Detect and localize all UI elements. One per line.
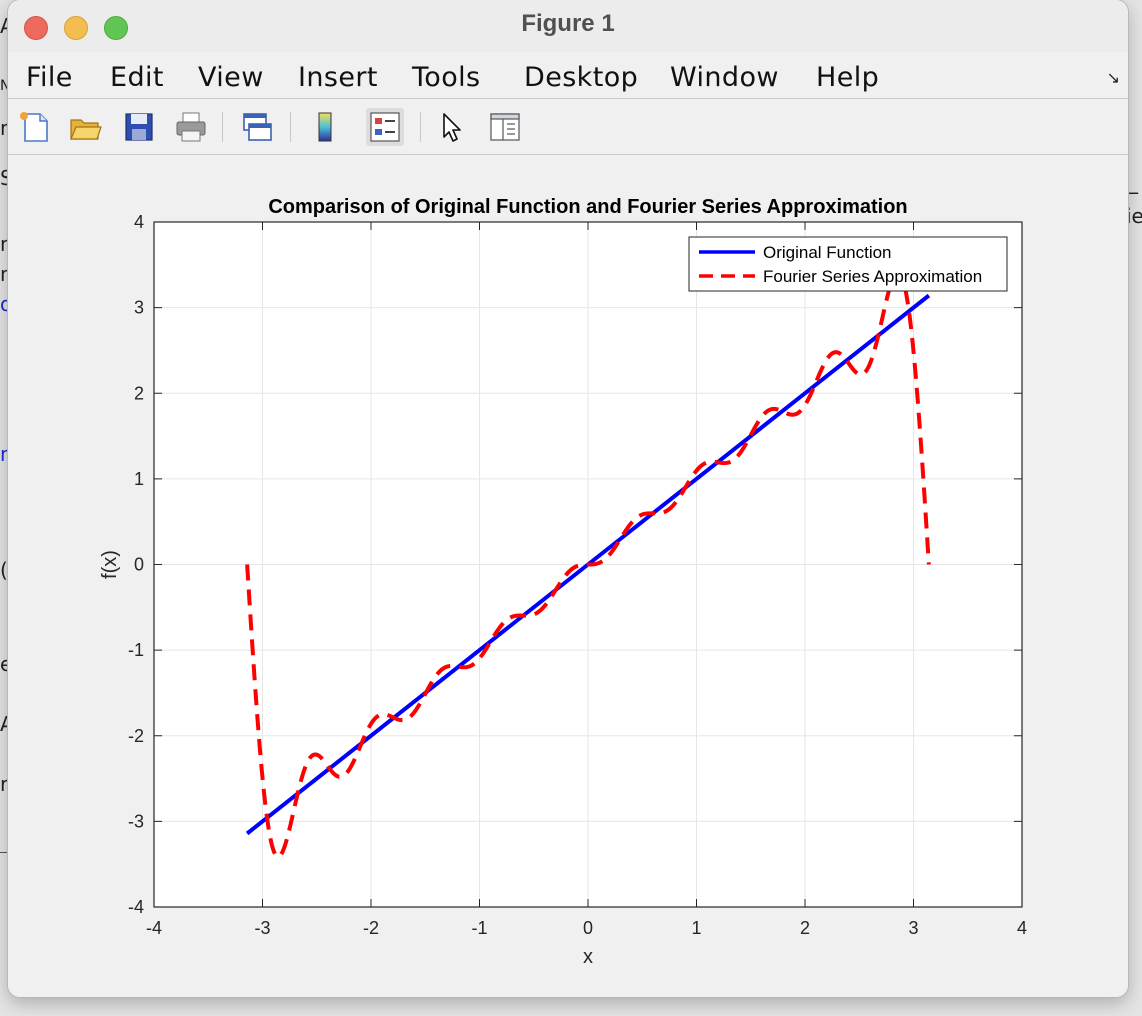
plot-svg[interactable]: -4 -3 -2 -1 0 1 2 3 4 -4 -3 -2 -1 0 1 2 3 4 Comparison of… [8,155,1128,997]
save-figure-icon[interactable] [120,108,158,146]
x-tick-label: 3 [908,918,918,938]
legend-label-original: Original Function [763,243,892,262]
menu-file[interactable]: File [26,62,73,93]
edit-plot-icon[interactable] [434,108,472,146]
dock-figure-icon[interactable]: ↘ [1106,70,1120,87]
x-tick-label: -2 [363,918,379,938]
figure-canvas: -4 -3 -2 -1 0 1 2 3 4 -4 -3 -2 -1 0 1 2 3 4 Comparison of… [8,155,1128,997]
legend-box [688,236,1008,292]
legend[interactable]: Original Function Fourier Series Approxi… [688,236,1008,292]
minimize-window-button[interactable] [64,16,88,40]
y-tick-label: -3 [128,811,144,831]
axis-ticks: -4 -3 -2 -1 0 1 2 3 4 -4 -3 -2 -1 0 1 2 3 4 [128,212,1027,938]
y-tick-label: 1 [134,469,144,489]
background-text: _ [1128,170,1138,194]
menu-help[interactable]: Help [816,62,880,93]
y-tick-label: 4 [134,212,144,232]
new-figure-icon[interactable] [16,108,54,146]
insert-colorbar-icon[interactable] [306,108,344,146]
y-tick-label: -2 [128,726,144,746]
x-axis-label: x [583,946,593,968]
figure-toolbar [8,100,1128,155]
x-tick-label: 1 [691,918,701,938]
menu-window[interactable]: Window [670,62,779,93]
menu-view[interactable]: View [198,62,264,93]
toolbar-separator [222,112,223,142]
x-tick-label: 0 [583,918,593,938]
x-tick-label: -3 [254,918,270,938]
background-text: ie [1126,204,1142,228]
menu-bar: File Edit View Insert Tools Desktop Wind… [8,52,1128,99]
y-tick-label: 2 [134,383,144,403]
menu-desktop[interactable]: Desktop [524,62,639,93]
menu-tools[interactable]: Tools [412,62,481,93]
toolbar-separator [420,112,421,142]
plot-series [245,270,931,859]
background-text: ( [0,558,8,582]
print-figure-icon[interactable] [172,108,210,146]
y-tick-label: 3 [134,298,144,318]
toolbar-separator [290,112,291,142]
legend-label-approximation: Fourier Series Approximation [763,267,982,286]
background-text: N [0,78,11,94]
chart-title: Comparison of Original Function and Four… [268,196,907,218]
background-divider [0,852,8,853]
close-window-button[interactable] [24,16,48,40]
window-title: Figure 1 [521,10,615,37]
menu-insert[interactable]: Insert [298,62,378,93]
y-tick-label: 0 [134,555,144,575]
figure-window: Figure 1 File Edit View Insert Tools Des… [8,0,1128,997]
open-file-icon[interactable] [66,108,104,146]
background-text: r [0,772,9,796]
title-bar: Figure 1 [8,0,1128,52]
insert-legend-icon[interactable] [366,108,404,146]
series-fourier-approximation [245,270,931,859]
maximize-window-button[interactable] [104,16,128,40]
property-inspector-icon[interactable] [486,108,524,146]
menu-edit[interactable]: Edit [110,62,164,93]
y-axis-label: f(x) [99,550,121,579]
x-tick-label: -1 [471,918,487,938]
y-tick-label: -1 [128,640,144,660]
y-tick-label: -4 [128,897,144,917]
x-tick-label: -4 [146,918,162,938]
x-tick-label: 2 [800,918,810,938]
link-plot-icon[interactable] [238,108,276,146]
x-tick-label: 4 [1017,918,1027,938]
